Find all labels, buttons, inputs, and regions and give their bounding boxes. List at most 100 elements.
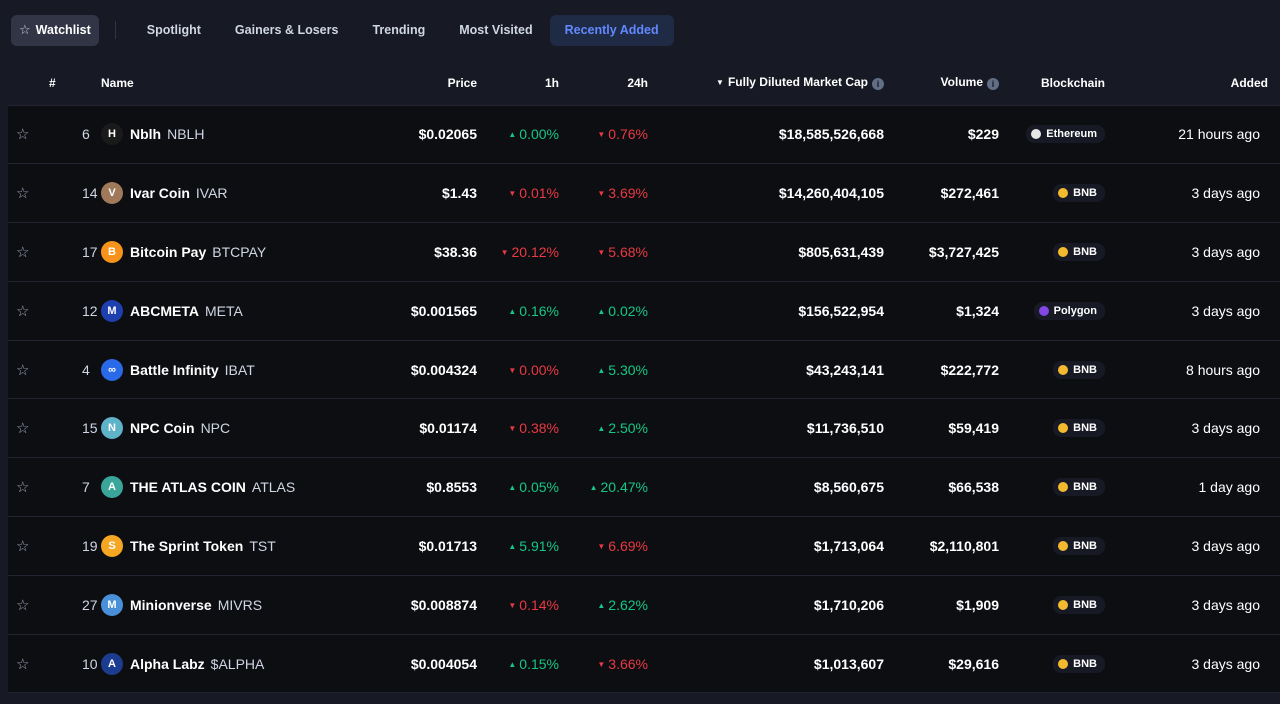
price-cell: $0.008874 bbox=[311, 575, 477, 635]
price-cell: $0.8553 bbox=[311, 457, 477, 518]
change-24h-cell: ▲ 2.62% bbox=[559, 575, 648, 635]
favorite-star-icon[interactable]: ☆ bbox=[8, 457, 41, 518]
chain-icon bbox=[1038, 305, 1049, 316]
coin-name[interactable]: Battle Infinity bbox=[130, 361, 219, 378]
added-cell: 21 hours ago bbox=[1133, 105, 1280, 165]
coin-name[interactable]: Alpha Labz bbox=[130, 655, 205, 672]
24h-column-header[interactable]: 24h bbox=[559, 61, 648, 106]
coin-symbol: NBLH bbox=[167, 126, 205, 143]
name-cell[interactable]: M Minionverse MIVRS bbox=[101, 575, 311, 635]
blockchain-column-header[interactable]: Blockchain bbox=[999, 61, 1133, 106]
name-cell[interactable]: S The Sprint Token TST bbox=[101, 516, 311, 576]
blockchain-cell: BNB bbox=[999, 340, 1133, 400]
coin-name[interactable]: THE ATLAS COIN bbox=[130, 479, 246, 496]
favorite-star-icon[interactable]: ☆ bbox=[8, 398, 41, 459]
rank-column-header[interactable]: # bbox=[41, 61, 101, 106]
tab-spotlight[interactable]: Spotlight bbox=[146, 23, 201, 37]
favorite-star-icon[interactable]: ☆ bbox=[8, 222, 41, 282]
market-cap-column-header[interactable]: ▼ Fully Diluted Market Cap i bbox=[648, 61, 884, 106]
blockchain-cell: BNB bbox=[999, 634, 1133, 694]
table-header-row: # Name Price 1h 24h ▼ Fully Diluted Marke… bbox=[8, 61, 1280, 106]
info-icon[interactable]: i bbox=[872, 78, 884, 91]
tab-gainers-losers[interactable]: Gainers & Losers bbox=[234, 23, 339, 37]
coin-name[interactable]: The Sprint Token bbox=[130, 537, 244, 554]
name-cell[interactable]: ∞ Battle Infinity IBAT bbox=[101, 340, 311, 400]
table-row[interactable]: ☆ 7 A THE ATLAS COIN ATLAS $0.8553 ▲ 0.05% ▲ 20.4… bbox=[8, 457, 1280, 518]
blockchain-badge[interactable]: BNB bbox=[1053, 654, 1105, 673]
change-24h-value: 6.69% bbox=[608, 537, 648, 554]
coin-name[interactable]: Bitcoin Pay bbox=[130, 243, 207, 260]
rank-cell: 10 bbox=[41, 634, 101, 694]
chain-icon bbox=[1058, 599, 1069, 610]
name-column-header[interactable]: Name bbox=[101, 61, 311, 106]
change-24h-value: 20.47% bbox=[600, 479, 648, 496]
change-1h-value: 0.14% bbox=[519, 596, 559, 613]
blockchain-badge[interactable]: BNB bbox=[1053, 595, 1105, 614]
table-row[interactable]: ☆ 4 ∞ Battle Infinity IBAT $0.004324 ▼ 0.00% ▲ 5.… bbox=[8, 340, 1280, 400]
coin-name[interactable]: Nblh bbox=[130, 126, 162, 143]
1h-column-header[interactable]: 1h bbox=[477, 61, 559, 106]
chain-icon bbox=[1058, 658, 1069, 669]
blockchain-label: BNB bbox=[1073, 657, 1097, 670]
caret-up-icon: ▲ bbox=[597, 306, 606, 316]
blockchain-label: Polygon bbox=[1053, 304, 1097, 317]
favorite-star-icon[interactable]: ☆ bbox=[8, 281, 41, 341]
table-row[interactable]: ☆ 27 M Minionverse MIVRS $0.008874 ▼ 0.14% ▲ 2.62… bbox=[8, 575, 1280, 635]
watchlist-button[interactable]: ☆ Watchlist bbox=[11, 14, 99, 46]
coin-name[interactable]: Minionverse bbox=[130, 596, 212, 613]
name-cell[interactable]: M ABCMETA META bbox=[101, 281, 311, 341]
star-icon: ☆ bbox=[19, 22, 31, 37]
name-cell[interactable]: N NPC Coin NPC bbox=[101, 398, 311, 459]
volume-column-header[interactable]: Volume i bbox=[884, 61, 999, 106]
volume-cell: $59,419 bbox=[884, 398, 999, 459]
table-row[interactable]: ☆ 6 H Nblh NBLH $0.02065 ▲ 0.00% ▼ 0.76% $18,585,5… bbox=[8, 105, 1280, 165]
blockchain-badge[interactable]: BNB bbox=[1053, 419, 1105, 438]
favorite-star-icon[interactable]: ☆ bbox=[8, 516, 41, 576]
favorite-star-icon[interactable]: ☆ bbox=[8, 634, 41, 694]
rank-cell: 12 bbox=[41, 281, 101, 341]
blockchain-badge[interactable]: BNB bbox=[1053, 360, 1105, 379]
favorite-star-icon[interactable]: ☆ bbox=[8, 340, 41, 400]
change-1h-cell: ▲ 0.05% bbox=[477, 457, 559, 518]
price-column-header[interactable]: Price bbox=[311, 61, 477, 106]
caret-up-icon: ▲ bbox=[597, 365, 606, 375]
coin-name[interactable]: NPC Coin bbox=[130, 420, 195, 437]
blockchain-badge[interactable]: Ethereum bbox=[1026, 125, 1105, 144]
change-24h-value: 3.66% bbox=[608, 655, 648, 672]
added-column-header[interactable]: Added bbox=[1133, 61, 1280, 106]
chain-icon bbox=[1031, 129, 1042, 140]
blockchain-badge[interactable]: BNB bbox=[1053, 184, 1105, 203]
blockchain-cell: BNB bbox=[999, 163, 1133, 224]
coin-name[interactable]: ABCMETA bbox=[130, 302, 199, 319]
change-24h-value: 3.69% bbox=[608, 185, 648, 202]
favorite-star-icon[interactable]: ☆ bbox=[8, 575, 41, 635]
name-cell[interactable]: A THE ATLAS COIN ATLAS bbox=[101, 457, 311, 518]
coin-logo-icon: S bbox=[101, 534, 123, 557]
blockchain-badge[interactable]: BNB bbox=[1053, 536, 1105, 555]
name-cell[interactable]: H Nblh NBLH bbox=[101, 105, 311, 165]
favorite-star-icon[interactable]: ☆ bbox=[8, 105, 41, 165]
tab-trending[interactable]: Trending bbox=[372, 23, 426, 37]
coin-logo-icon: M bbox=[101, 593, 123, 616]
tab-recently-added[interactable]: Recently Added bbox=[549, 14, 674, 46]
table-row[interactable]: ☆ 12 M ABCMETA META $0.001565 ▲ 0.16% ▲ 0.02% $156… bbox=[8, 281, 1280, 341]
tab-most-visited[interactable]: Most Visited bbox=[459, 23, 533, 37]
table-row[interactable]: ☆ 14 V Ivar Coin IVAR $1.43 ▼ 0.01% ▼ 3.69% $14,26… bbox=[8, 163, 1280, 224]
coin-symbol: $ALPHA bbox=[210, 655, 265, 672]
name-cell[interactable]: V Ivar Coin IVAR bbox=[101, 163, 311, 224]
blockchain-badge[interactable]: BNB bbox=[1053, 242, 1105, 261]
info-icon[interactable]: i bbox=[987, 78, 999, 91]
table-row[interactable]: ☆ 17 B Bitcoin Pay BTCPAY $38.36 ▼ 20.12% ▼ 5.68%… bbox=[8, 222, 1280, 282]
table-row[interactable]: ☆ 10 A Alpha Labz $ALPHA $0.004054 ▲ 0.15% ▼ 3.66… bbox=[8, 634, 1280, 694]
favorite-star-icon[interactable]: ☆ bbox=[8, 163, 41, 224]
chain-icon bbox=[1058, 423, 1069, 434]
blockchain-badge[interactable]: BNB bbox=[1053, 478, 1105, 497]
name-cell[interactable]: A Alpha Labz $ALPHA bbox=[101, 634, 311, 694]
change-1h-cell: ▲ 0.00% bbox=[477, 105, 559, 165]
name-cell[interactable]: B Bitcoin Pay BTCPAY bbox=[101, 222, 311, 282]
added-cell: 8 hours ago bbox=[1133, 340, 1280, 400]
table-row[interactable]: ☆ 19 S The Sprint Token TST $0.01713 ▲ 5.91% ▼ 6.… bbox=[8, 516, 1280, 576]
blockchain-badge[interactable]: Polygon bbox=[1033, 301, 1105, 320]
coin-name[interactable]: Ivar Coin bbox=[130, 185, 190, 202]
table-row[interactable]: ☆ 15 N NPC Coin NPC $0.01174 ▼ 0.38% ▲ 2.50% $11,7… bbox=[8, 398, 1280, 459]
